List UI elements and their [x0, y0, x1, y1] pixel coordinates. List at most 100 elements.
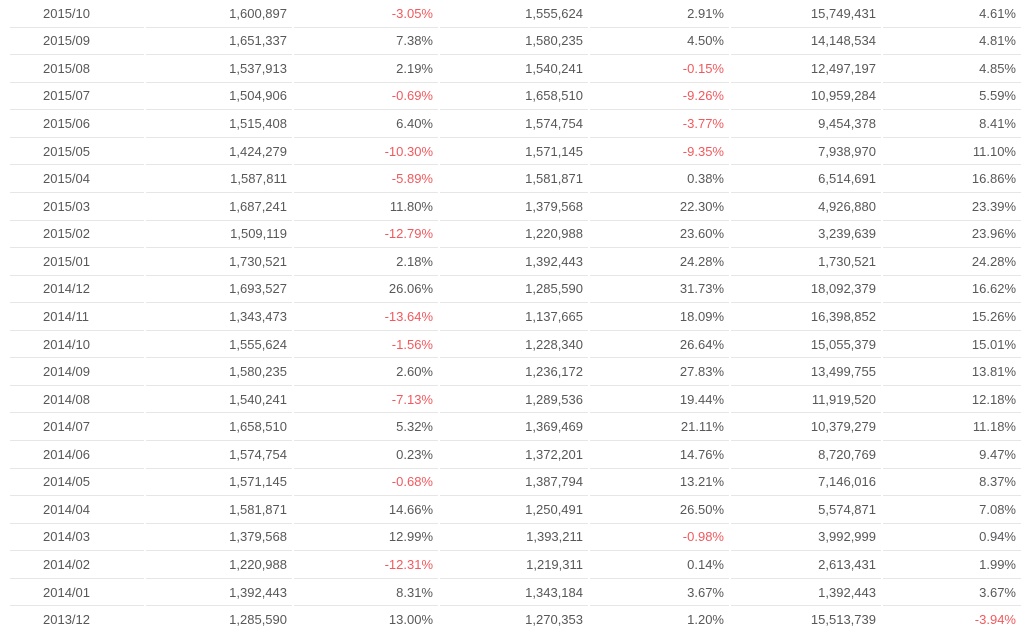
mom-percent-cell: 0.23%	[294, 441, 438, 469]
table-row: 2013/12 1,285,590 13.00% 1,270,353 1.20%…	[10, 606, 1021, 632]
monthly-value-cell: 1,687,241	[146, 193, 292, 221]
table-row: 2014/10 1,555,624 -1.56% 1,228,340 26.64…	[10, 331, 1021, 359]
table-row: 2014/11 1,343,473 -13.64% 1,137,665 18.0…	[10, 303, 1021, 331]
month-cell: 2014/05	[10, 469, 144, 497]
prior-year-month-value-cell: 1,236,172	[440, 358, 588, 386]
yoy-percent-cell: 3.67%	[590, 579, 729, 607]
yoy-percent-cell: 0.14%	[590, 551, 729, 579]
mom-percent-cell: 11.80%	[294, 193, 438, 221]
monthly-value-cell: 1,220,988	[146, 551, 292, 579]
table-row: 2015/01 1,730,521 2.18% 1,392,443 24.28%…	[10, 248, 1021, 276]
cumulative-percent-cell: 24.28%	[883, 248, 1021, 276]
mom-percent-cell: 7.38%	[294, 28, 438, 56]
cumulative-percent-cell: 11.18%	[883, 413, 1021, 441]
month-cell: 2014/10	[10, 331, 144, 359]
month-cell: 2015/05	[10, 138, 144, 166]
monthly-value-cell: 1,285,590	[146, 606, 292, 632]
monthly-value-cell: 1,540,241	[146, 386, 292, 414]
cumulative-value-cell: 15,749,431	[731, 0, 881, 28]
yoy-percent-cell: 0.38%	[590, 165, 729, 193]
month-cell: 2014/11	[10, 303, 144, 331]
yoy-percent-cell: -9.35%	[590, 138, 729, 166]
prior-year-month-value-cell: 1,392,443	[440, 248, 588, 276]
cumulative-value-cell: 10,959,284	[731, 83, 881, 111]
prior-year-month-value-cell: 1,369,469	[440, 413, 588, 441]
prior-year-month-value-cell: 1,137,665	[440, 303, 588, 331]
monthly-value-cell: 1,574,754	[146, 441, 292, 469]
prior-year-month-value-cell: 1,393,211	[440, 524, 588, 552]
cumulative-percent-cell: 3.67%	[883, 579, 1021, 607]
yoy-percent-cell: -9.26%	[590, 83, 729, 111]
mom-percent-cell: -1.56%	[294, 331, 438, 359]
monthly-value-cell: 1,537,913	[146, 55, 292, 83]
table-row: 2014/06 1,574,754 0.23% 1,372,201 14.76%…	[10, 441, 1021, 469]
yoy-percent-cell: -0.98%	[590, 524, 729, 552]
cumulative-value-cell: 1,392,443	[731, 579, 881, 607]
month-cell: 2015/10	[10, 0, 144, 28]
table-row: 2014/05 1,571,145 -0.68% 1,387,794 13.21…	[10, 469, 1021, 497]
monthly-value-cell: 1,730,521	[146, 248, 292, 276]
month-cell: 2014/09	[10, 358, 144, 386]
cumulative-percent-cell: 15.26%	[883, 303, 1021, 331]
prior-year-month-value-cell: 1,372,201	[440, 441, 588, 469]
prior-year-month-value-cell: 1,289,536	[440, 386, 588, 414]
month-cell: 2014/03	[10, 524, 144, 552]
table-row: 2014/03 1,379,568 12.99% 1,393,211 -0.98…	[10, 524, 1021, 552]
cumulative-percent-cell: 8.41%	[883, 110, 1021, 138]
mom-percent-cell: -10.30%	[294, 138, 438, 166]
cumulative-percent-cell: 4.81%	[883, 28, 1021, 56]
monthly-value-cell: 1,515,408	[146, 110, 292, 138]
yoy-percent-cell: 26.64%	[590, 331, 729, 359]
yoy-percent-cell: 23.60%	[590, 221, 729, 249]
yoy-percent-cell: 31.73%	[590, 276, 729, 304]
month-cell: 2015/03	[10, 193, 144, 221]
prior-year-month-value-cell: 1,571,145	[440, 138, 588, 166]
monthly-value-cell: 1,504,906	[146, 83, 292, 111]
table-row: 2014/12 1,693,527 26.06% 1,285,590 31.73…	[10, 276, 1021, 304]
mom-percent-cell: 2.60%	[294, 358, 438, 386]
table-row: 2014/09 1,580,235 2.60% 1,236,172 27.83%…	[10, 358, 1021, 386]
prior-year-month-value-cell: 1,581,871	[440, 165, 588, 193]
mom-percent-cell: 8.31%	[294, 579, 438, 607]
mom-percent-cell: 14.66%	[294, 496, 438, 524]
cumulative-value-cell: 11,919,520	[731, 386, 881, 414]
cumulative-percent-cell: 7.08%	[883, 496, 1021, 524]
month-cell: 2015/06	[10, 110, 144, 138]
yoy-percent-cell: 14.76%	[590, 441, 729, 469]
monthly-value-cell: 1,392,443	[146, 579, 292, 607]
table-row: 2015/06 1,515,408 6.40% 1,574,754 -3.77%…	[10, 110, 1021, 138]
monthly-value-cell: 1,580,235	[146, 358, 292, 386]
cumulative-value-cell: 1,730,521	[731, 248, 881, 276]
month-cell: 2014/12	[10, 276, 144, 304]
prior-year-month-value-cell: 1,285,590	[440, 276, 588, 304]
cumulative-percent-cell: 0.94%	[883, 524, 1021, 552]
mom-percent-cell: -7.13%	[294, 386, 438, 414]
cumulative-value-cell: 2,613,431	[731, 551, 881, 579]
cumulative-value-cell: 8,720,769	[731, 441, 881, 469]
prior-year-month-value-cell: 1,580,235	[440, 28, 588, 56]
cumulative-percent-cell: 12.18%	[883, 386, 1021, 414]
table-row: 2014/04 1,581,871 14.66% 1,250,491 26.50…	[10, 496, 1021, 524]
mom-percent-cell: 12.99%	[294, 524, 438, 552]
monthly-value-cell: 1,509,119	[146, 221, 292, 249]
month-cell: 2014/02	[10, 551, 144, 579]
cumulative-value-cell: 18,092,379	[731, 276, 881, 304]
cumulative-percent-cell: 4.61%	[883, 0, 1021, 28]
cumulative-value-cell: 7,146,016	[731, 469, 881, 497]
cumulative-percent-cell: 23.96%	[883, 221, 1021, 249]
yoy-percent-cell: 4.50%	[590, 28, 729, 56]
table-row: 2014/07 1,658,510 5.32% 1,369,469 21.11%…	[10, 413, 1021, 441]
monthly-value-cell: 1,587,811	[146, 165, 292, 193]
month-cell: 2015/01	[10, 248, 144, 276]
yoy-percent-cell: -3.77%	[590, 110, 729, 138]
yoy-percent-cell: 2.91%	[590, 0, 729, 28]
prior-year-month-value-cell: 1,270,353	[440, 606, 588, 632]
prior-year-month-value-cell: 1,540,241	[440, 55, 588, 83]
prior-year-month-value-cell: 1,658,510	[440, 83, 588, 111]
cumulative-value-cell: 14,148,534	[731, 28, 881, 56]
monthly-value-cell: 1,424,279	[146, 138, 292, 166]
mom-percent-cell: -13.64%	[294, 303, 438, 331]
cumulative-value-cell: 16,398,852	[731, 303, 881, 331]
cumulative-percent-cell: 15.01%	[883, 331, 1021, 359]
yoy-percent-cell: 13.21%	[590, 469, 729, 497]
